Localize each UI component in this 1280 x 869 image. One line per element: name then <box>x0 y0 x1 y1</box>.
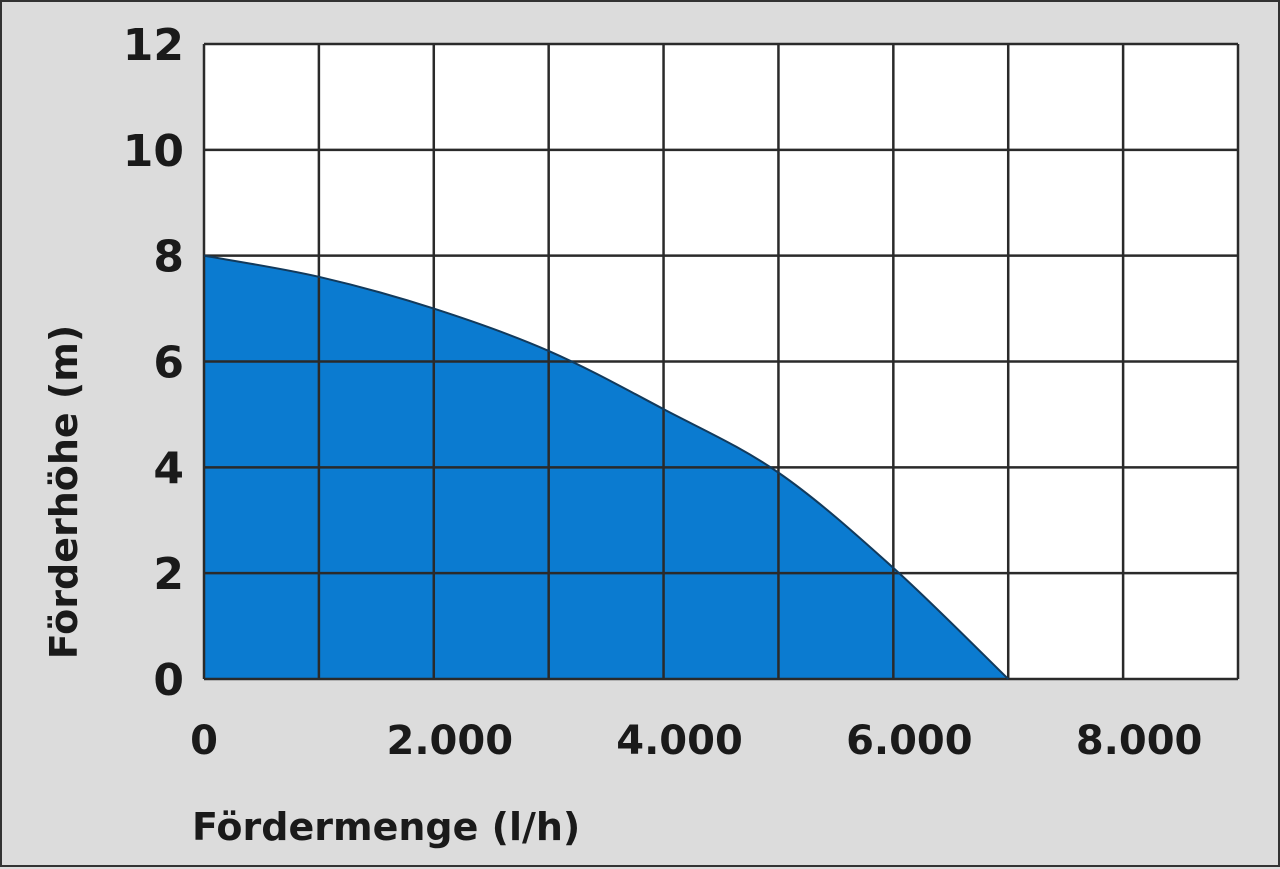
x-tick-label: 4.000 <box>616 718 743 764</box>
y-tick-label: 6 <box>153 338 184 389</box>
x-tick-label: 6.000 <box>846 718 973 764</box>
y-axis-label: Förderhöhe (m) <box>42 325 86 660</box>
x-axis-label: Fördermenge (l/h) <box>192 805 580 849</box>
y-tick-label: 2 <box>153 549 184 600</box>
y-tick-label: 10 <box>123 126 184 177</box>
y-tick-labels: 0 2 4 6 8 10 12 <box>123 20 184 706</box>
x-tick-label: 2.000 <box>387 718 514 764</box>
grid <box>202 42 1240 681</box>
y-tick-label: 0 <box>153 655 184 706</box>
x-tick-label: 0 <box>190 718 218 764</box>
series-line <box>203 254 1009 680</box>
y-tick-label: 4 <box>153 443 184 494</box>
x-tick-label: 8.000 <box>1076 718 1203 764</box>
y-tick-label: 12 <box>123 20 184 71</box>
x-tick-labels: 0 2.000 4.000 6.000 8.000 <box>190 718 1202 764</box>
y-tick-label: 8 <box>153 232 184 283</box>
